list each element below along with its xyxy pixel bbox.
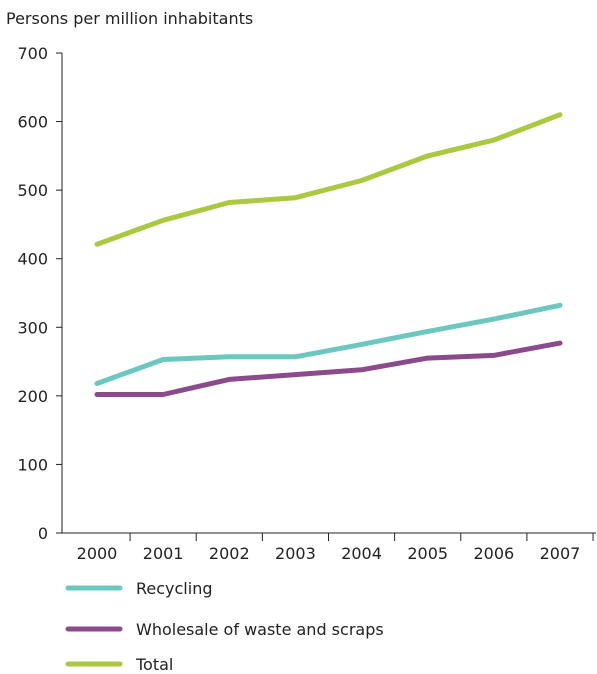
series-line-3: [94, 112, 563, 247]
legend-label: Total: [135, 655, 173, 674]
y-axis-title: Persons per million inhabitants: [6, 9, 253, 28]
y-tick-label: 400: [17, 250, 48, 269]
x-tick-label: 2007: [540, 544, 581, 563]
x-tick-label: 2000: [77, 544, 118, 563]
y-tick-label: 100: [17, 455, 48, 474]
y-tick-label: 600: [17, 113, 48, 132]
series-line-1: [94, 302, 563, 386]
x-tick-label: 2005: [407, 544, 448, 563]
legend-label: Wholesale of waste and scraps: [136, 620, 384, 639]
y-tick-label: 200: [17, 387, 48, 406]
x-tick-label: 2004: [341, 544, 382, 563]
y-tick-label: 0: [38, 524, 48, 543]
x-tick-label: 2001: [143, 544, 184, 563]
x-tick-label: 2003: [275, 544, 316, 563]
y-tick-label: 500: [17, 181, 48, 200]
axes: 0 100 200 300 400 500 600 700 2000 2001 2002 2003 20…: [17, 44, 596, 563]
legend: Recycling Wholesale of waste and scraps To…: [65, 579, 384, 674]
series-lines: [94, 112, 563, 397]
y-tick-label: 300: [17, 318, 48, 337]
y-tick-label: 700: [17, 44, 48, 63]
x-tick-label: 2002: [209, 544, 250, 563]
x-tick-label: 2006: [473, 544, 514, 563]
series-line-2: [94, 340, 563, 397]
legend-label: Recycling: [136, 579, 213, 598]
